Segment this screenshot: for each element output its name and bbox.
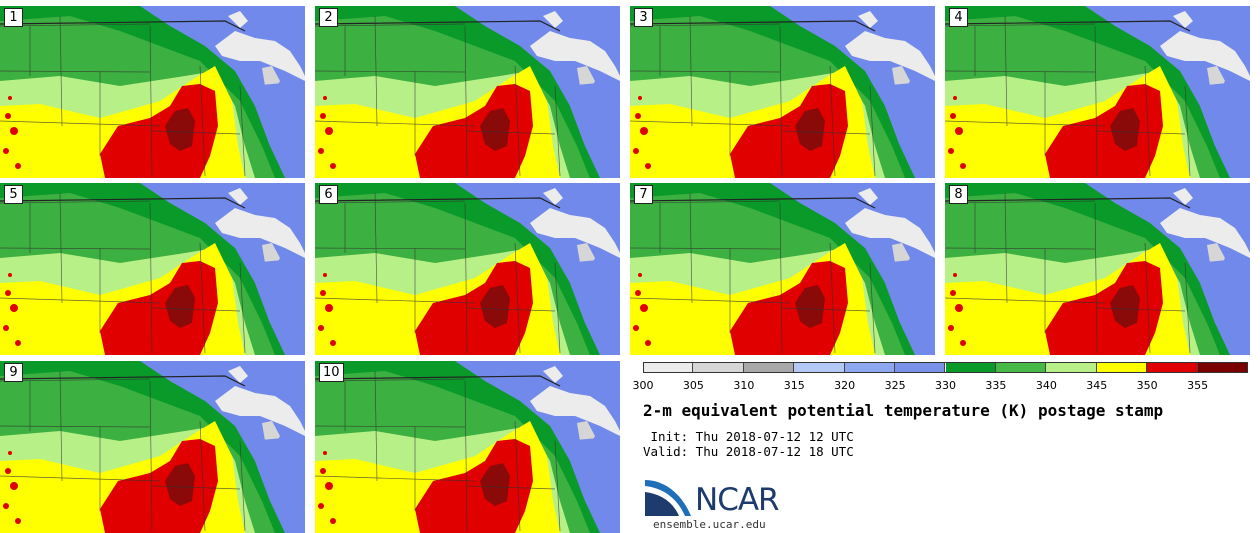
panel-member-label: 3 xyxy=(634,8,653,27)
panel-member-label: 9 xyxy=(4,363,23,382)
postage-stamp-panel: 3 xyxy=(630,6,935,178)
theta-e-map xyxy=(945,6,1250,178)
postage-stamp-panel: 1 xyxy=(0,6,305,178)
panel-member-label: 1 xyxy=(4,8,23,27)
colorbar-swatch xyxy=(1046,362,1097,373)
colorbar-tick-label: 330 xyxy=(935,379,956,392)
panel-member-label: 8 xyxy=(949,185,968,204)
logo-url: ensemble.ucar.edu xyxy=(653,518,766,531)
theta-e-map xyxy=(315,361,620,533)
postage-stamp-panel: 4 xyxy=(945,6,1250,178)
colorbar: 300 305 310 315 320 325 330 335 340 345 350 355 xyxy=(633,362,1248,392)
colorbar-tick-label: 355 xyxy=(1187,379,1209,392)
colorbar-swatch xyxy=(895,362,946,373)
postage-stamp-panel: 5 xyxy=(0,183,305,355)
figure-title: 2-m equivalent potential temperature (K)… xyxy=(643,401,1164,420)
colorbar-tick-label: 300 xyxy=(632,379,654,392)
panel-member-label: 6 xyxy=(319,185,338,204)
theta-e-map xyxy=(0,6,305,178)
theta-e-map xyxy=(945,183,1250,355)
colorbar-tick-label: 335 xyxy=(985,379,1007,392)
colorbar-tick-label: 310 xyxy=(733,379,755,392)
colorbar-swatch xyxy=(995,362,1047,373)
colorbar-swatch xyxy=(945,362,996,373)
ncar-logo: NCAR xyxy=(643,476,803,520)
colorbar-tick-label: 315 xyxy=(783,379,805,392)
theta-e-map xyxy=(315,183,620,355)
theta-e-map xyxy=(0,183,305,355)
ncar-logo-text: NCAR xyxy=(695,482,780,518)
colorbar-tick-label: 325 xyxy=(884,379,906,392)
colorbar-swatch xyxy=(794,362,845,373)
valid-time: Valid: Thu 2018-07-12 18 UTC xyxy=(643,444,854,459)
colorbar-swatch xyxy=(743,362,795,373)
postage-stamp-panel: 8 xyxy=(945,183,1250,355)
theta-e-map xyxy=(0,361,305,533)
postage-stamp-panel: 10 xyxy=(315,361,620,533)
colorbar-swatch xyxy=(643,362,694,373)
colorbar-tick-label: 345 xyxy=(1086,379,1108,392)
colorbar-frame xyxy=(643,362,1248,373)
colorbar-tick-label: 340 xyxy=(1035,379,1057,392)
theta-e-map xyxy=(630,6,935,178)
colorbar-swatch xyxy=(693,362,744,373)
postage-stamp-panel: 9 xyxy=(0,361,305,533)
panel-member-label: 5 xyxy=(4,185,23,204)
colorbar-swatch xyxy=(1147,362,1198,373)
postage-stamp-panel: 7 xyxy=(630,183,935,355)
ncar-swoosh-icon xyxy=(645,480,691,516)
postage-stamp-panel: 2 xyxy=(315,6,620,178)
colorbar-swatch xyxy=(844,362,896,373)
colorbar-tick-label: 350 xyxy=(1136,379,1158,392)
colorbar-tick-label: 305 xyxy=(682,379,704,392)
panel-member-label: 7 xyxy=(634,185,653,204)
postage-stamp-panel: 6 xyxy=(315,183,620,355)
colorbar-swatch xyxy=(1096,362,1148,373)
colorbar-tick-label: 320 xyxy=(834,379,856,392)
theta-e-map xyxy=(315,6,620,178)
panel-member-label: 10 xyxy=(319,363,344,382)
init-time: Init: Thu 2018-07-12 12 UTC xyxy=(643,429,854,444)
panel-member-label: 4 xyxy=(949,8,968,27)
panel-member-label: 2 xyxy=(319,8,338,27)
theta-e-map xyxy=(630,183,935,355)
